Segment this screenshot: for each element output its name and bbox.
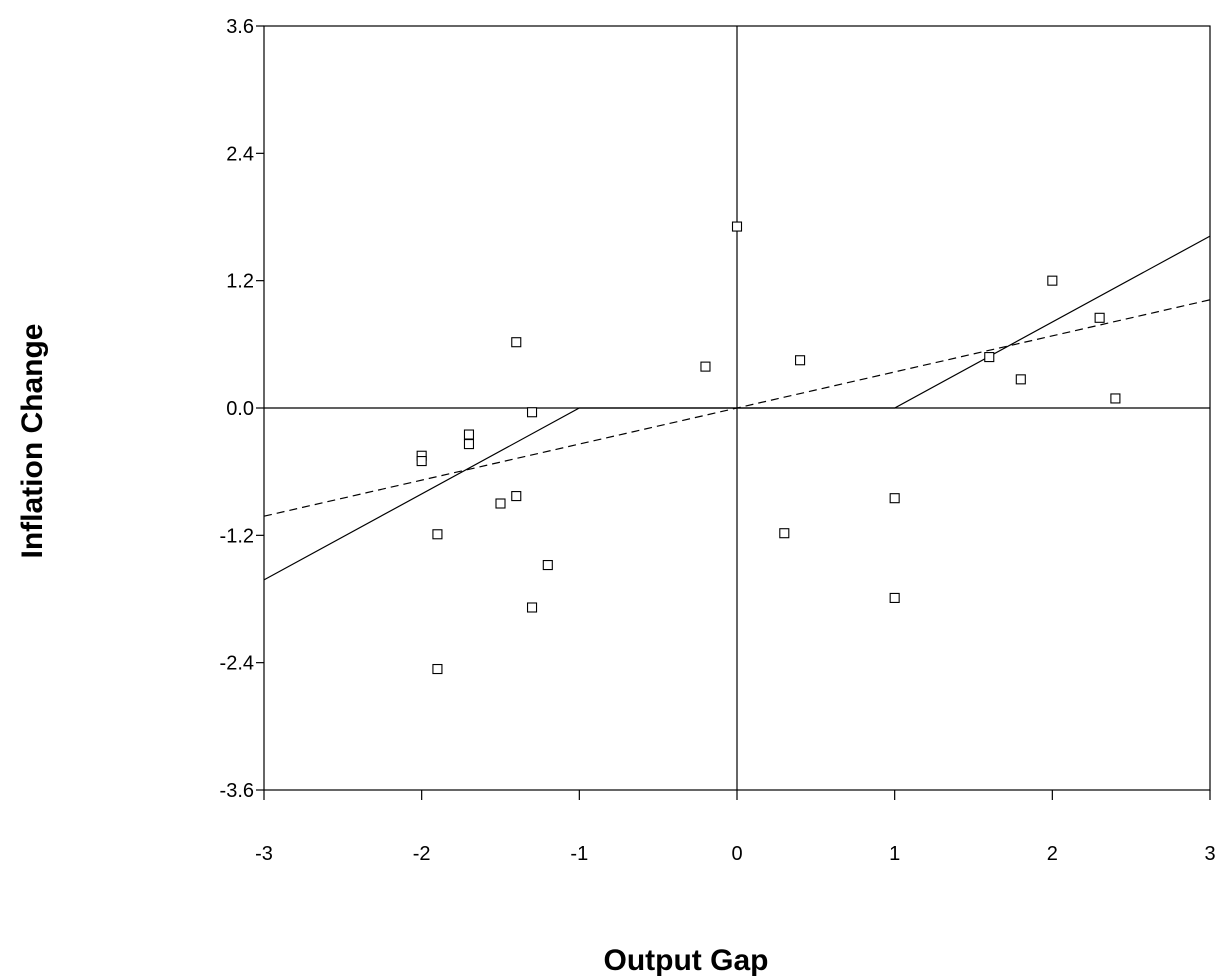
data-point: [795, 355, 806, 366]
y-axis-title: Inflation Change: [16, 324, 49, 559]
data-point: [463, 429, 475, 440]
y-tick-label: 3.6: [226, 16, 254, 38]
x-axis-ticks: -3 -2 -1 0 1 2 3: [255, 790, 1216, 865]
x-tick-label: -1: [570, 843, 588, 865]
data-point: [542, 559, 553, 571]
y-tick-label: 1.2: [226, 271, 254, 293]
data-point: [495, 498, 506, 509]
data-point: [463, 439, 475, 450]
x-tick-label: 2: [1047, 843, 1058, 865]
y-tick-label: 2.4: [226, 143, 254, 165]
data-point: [889, 493, 900, 504]
y-tick-label: -3.6: [220, 780, 254, 802]
data-point: [511, 337, 522, 348]
data-point: [984, 352, 995, 363]
data-point: [700, 361, 711, 372]
data-point: [526, 407, 538, 418]
data-point: [779, 528, 790, 539]
fit-lines: [263, 235, 1211, 581]
x-tick-label: -2: [413, 843, 431, 865]
data-point: [1110, 393, 1121, 404]
data-point: [1015, 374, 1026, 385]
x-tick-label: 3: [1204, 843, 1215, 865]
y-axis-ticks: 3.6 2.4 1.2 0.0 -1.2 -2.4 -3.6: [220, 16, 264, 802]
data-point: [1047, 275, 1058, 286]
y-tick-label: -1.2: [220, 525, 254, 547]
data-point: [416, 456, 427, 467]
x-tick-label: 1: [889, 843, 900, 865]
data-point: [432, 663, 443, 675]
data-points: [416, 221, 1121, 675]
data-point: [432, 529, 443, 540]
x-tick-label: -3: [255, 843, 273, 865]
y-tick-label: -2.4: [220, 653, 254, 675]
y-tick-label: 0.0: [226, 398, 254, 420]
data-point: [1094, 312, 1105, 323]
data-point: [511, 491, 522, 502]
data-point: [731, 221, 743, 232]
x-tick-label: 0: [731, 843, 742, 865]
dashed-fit-line: [263, 299, 1211, 517]
data-point: [889, 592, 900, 603]
x-axis-title: Output Gap: [604, 944, 769, 977]
data-point: [526, 602, 538, 613]
